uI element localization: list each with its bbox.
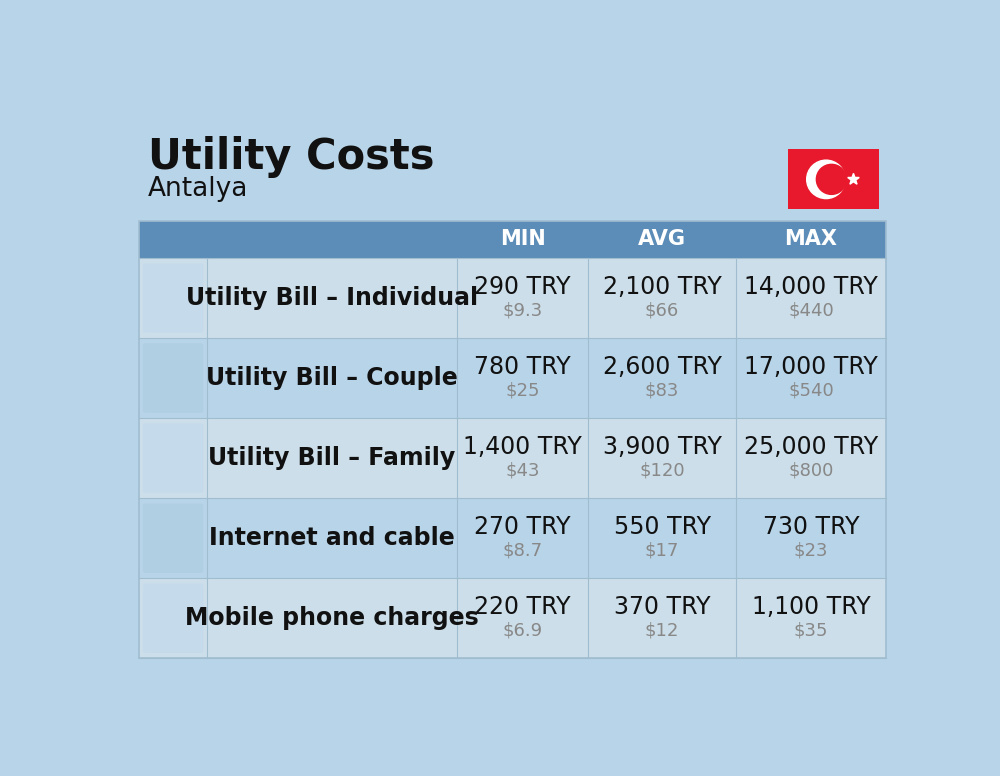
Text: $23: $23 xyxy=(794,542,828,559)
Text: $43: $43 xyxy=(505,462,540,480)
Text: 270 TRY: 270 TRY xyxy=(474,515,571,539)
FancyBboxPatch shape xyxy=(143,343,203,413)
Text: $9.3: $9.3 xyxy=(502,301,543,319)
Text: Utility Bill – Individual: Utility Bill – Individual xyxy=(186,286,478,310)
Text: 780 TRY: 780 TRY xyxy=(474,355,571,379)
Bar xyxy=(139,498,886,578)
Bar xyxy=(139,258,886,338)
Text: $540: $540 xyxy=(788,381,834,400)
Text: $83: $83 xyxy=(645,381,679,400)
Text: 730 TRY: 730 TRY xyxy=(763,515,859,539)
Text: $8.7: $8.7 xyxy=(503,542,543,559)
Text: 3,900 TRY: 3,900 TRY xyxy=(603,435,722,459)
Bar xyxy=(139,338,886,418)
Text: Antalya: Antalya xyxy=(148,176,249,203)
Text: AVG: AVG xyxy=(638,230,686,249)
FancyBboxPatch shape xyxy=(143,504,203,573)
Text: Utility Costs: Utility Costs xyxy=(148,137,435,178)
Text: $440: $440 xyxy=(788,301,834,319)
Bar xyxy=(139,221,886,258)
Text: 17,000 TRY: 17,000 TRY xyxy=(744,355,878,379)
Text: $6.9: $6.9 xyxy=(503,622,543,639)
Polygon shape xyxy=(848,173,859,184)
Bar xyxy=(139,578,886,658)
Text: $17: $17 xyxy=(645,542,679,559)
FancyBboxPatch shape xyxy=(143,584,203,653)
Text: $120: $120 xyxy=(639,462,685,480)
Text: 2,600 TRY: 2,600 TRY xyxy=(603,355,722,379)
Text: $25: $25 xyxy=(505,381,540,400)
Text: Internet and cable: Internet and cable xyxy=(209,526,455,550)
Text: 25,000 TRY: 25,000 TRY xyxy=(744,435,878,459)
Text: $12: $12 xyxy=(645,622,679,639)
Text: 220 TRY: 220 TRY xyxy=(474,595,571,619)
Bar xyxy=(139,418,886,498)
Text: Utility Bill – Couple: Utility Bill – Couple xyxy=(206,366,458,390)
FancyBboxPatch shape xyxy=(143,263,203,333)
Text: MAX: MAX xyxy=(784,230,837,249)
Text: 550 TRY: 550 TRY xyxy=(614,515,711,539)
FancyBboxPatch shape xyxy=(143,424,203,493)
Text: Utility Bill – Family: Utility Bill – Family xyxy=(208,446,456,470)
Circle shape xyxy=(816,165,847,194)
Text: $66: $66 xyxy=(645,301,679,319)
Bar xyxy=(788,149,879,210)
Text: 1,100 TRY: 1,100 TRY xyxy=(752,595,870,619)
Text: 1,400 TRY: 1,400 TRY xyxy=(463,435,582,459)
Text: $35: $35 xyxy=(794,622,828,639)
Text: MIN: MIN xyxy=(500,230,545,249)
Text: 290 TRY: 290 TRY xyxy=(474,275,571,300)
Text: Mobile phone charges: Mobile phone charges xyxy=(185,606,479,630)
Text: 2,100 TRY: 2,100 TRY xyxy=(603,275,721,300)
Circle shape xyxy=(807,160,845,199)
Text: 14,000 TRY: 14,000 TRY xyxy=(744,275,878,300)
Text: $800: $800 xyxy=(788,462,834,480)
Text: 370 TRY: 370 TRY xyxy=(614,595,710,619)
